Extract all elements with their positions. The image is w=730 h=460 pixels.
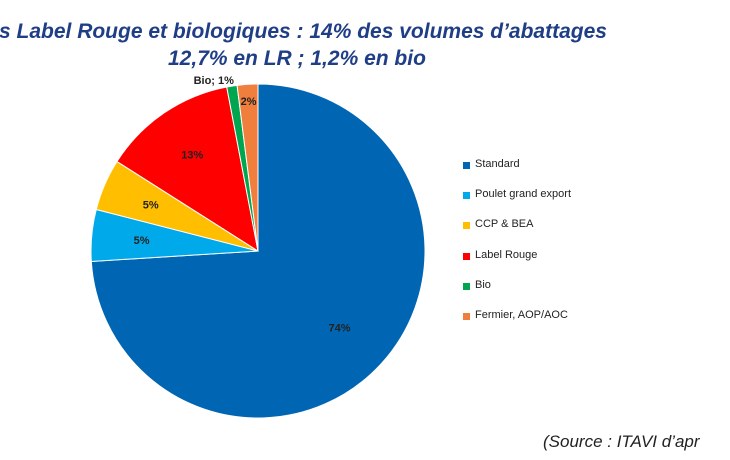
legend-swatch [463,252,470,260]
legend-label: Standard [475,158,520,170]
legend-item: Fermier, AOP/AOC [463,309,571,339]
legend-item: Standard [463,158,571,188]
legend-swatch [463,312,470,320]
legend-swatch [463,162,470,169]
chart-title-line-1: ts Label Rouge et biologiques : 14% des … [0,20,607,43]
slice-label-poulet-grand-export: 5% [134,235,150,247]
legend-item: CCP & BEA [463,218,571,248]
pie-slice-fermier-aop-aoc [236,83,259,252]
legend-label: Fermier, AOP/AOC [475,308,568,321]
legend-label: Poulet grand export [475,188,572,201]
legend-item: Bio [463,279,571,309]
chart-title-line-2: 12,7% en LR ; 1,2% en bio [168,47,426,70]
source-note: (Source : ITAVI d’apr [543,432,700,451]
pie-slice-label-rouge [116,86,259,253]
legend-label: Bio [475,278,491,291]
slice-label-label-rouge: 13% [181,149,203,161]
chart-legend: Standard Poulet grand export CCP & BEA Labe… [463,158,571,339]
slice-label-fermier-aop-aoc: 2% [241,96,257,108]
legend-swatch [463,192,470,200]
legend-swatch [463,222,470,230]
legend-item: Label Rouge [463,249,571,279]
legend-label: Label Rouge [475,248,538,261]
slice-label-standard: 74% [329,323,351,335]
legend-label: CCP & BEA [475,218,534,231]
legend-swatch [463,282,470,290]
legend-item: Poulet grand export [463,188,571,218]
slice-label-ccp-bea: 5% [143,200,159,212]
slice-label-bio: Bio; 1% [194,75,235,87]
